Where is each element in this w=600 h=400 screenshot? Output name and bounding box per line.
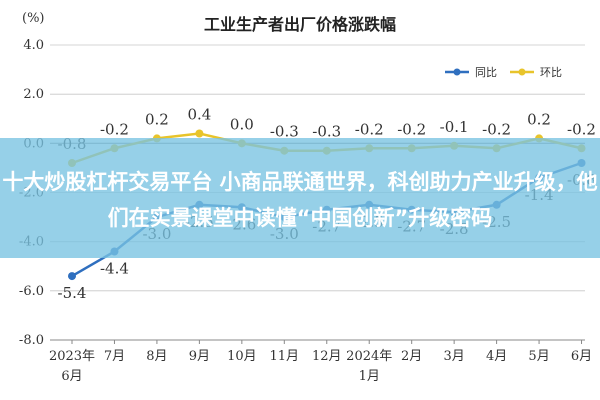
legend-label: 同比 xyxy=(475,66,497,79)
chart-title: 工业生产者出厂价格涨跌幅 xyxy=(204,15,396,34)
data-label: -0.2 xyxy=(482,120,511,138)
x-tick-label: 1月 xyxy=(359,369,380,384)
data-point xyxy=(68,272,76,281)
data-label: 0.2 xyxy=(145,110,169,128)
headline-overlay-text[interactable]: 十大炒股杠杆交易平台 小商品联通世界，科创助力产业升级，他们在实景课堂中读懂“中… xyxy=(2,170,598,230)
y-tick-label: -8.0 xyxy=(19,333,44,348)
legend-label: 环比 xyxy=(540,66,562,79)
data-label: -0.2 xyxy=(567,120,596,138)
y-axis-unit: (%) xyxy=(22,11,45,26)
x-tick-label: 3月 xyxy=(444,349,465,364)
data-label: 0.2 xyxy=(527,110,551,128)
x-tick-label: 11月 xyxy=(270,349,300,364)
data-label: -0.2 xyxy=(100,120,129,138)
x-axis-ticks: 2023年 6月 7月 8月 9月 10月 11月 12月 2024年 1月 2月 3月 4月 5月 6月 xyxy=(49,340,592,384)
data-label: -0.1 xyxy=(440,118,469,136)
legend: 同比 环比 xyxy=(445,66,562,79)
data-label: -0.2 xyxy=(397,120,426,138)
data-label: -0.3 xyxy=(312,123,341,141)
data-label: -0.3 xyxy=(270,123,299,141)
data-label: 0.4 xyxy=(187,106,211,124)
x-tick-label: 8月 xyxy=(146,349,167,364)
x-tick-label: 2023年 xyxy=(49,349,95,364)
x-tick-label: 10月 xyxy=(227,349,257,364)
x-tick-label: 2月 xyxy=(401,349,422,364)
x-tick-label: 12月 xyxy=(312,349,342,364)
data-label: 0.0 xyxy=(230,115,254,133)
data-label: -0.2 xyxy=(355,120,384,138)
x-tick-label: 5月 xyxy=(528,349,549,364)
y-tick-label: 2.0 xyxy=(23,87,44,102)
legend-marker xyxy=(518,68,526,76)
data-label: -5.4 xyxy=(58,284,87,302)
headline-overlay-banner[interactable]: 十大炒股杠杆交易平台 小商品联通世界，科创助力产业升级，他们在实景课堂中读懂“中… xyxy=(0,138,600,258)
x-tick-label: 6月 xyxy=(61,369,82,384)
y-tick-label: 4.0 xyxy=(23,38,44,53)
y-tick-label: -6.0 xyxy=(19,284,44,299)
data-point xyxy=(195,129,204,138)
legend-marker xyxy=(453,68,461,76)
x-tick-label: 6月 xyxy=(571,349,592,364)
x-tick-label: 7月 xyxy=(104,349,125,364)
x-tick-label: 9月 xyxy=(189,349,210,364)
data-label: -4.4 xyxy=(100,260,129,278)
x-tick-label: 4月 xyxy=(486,349,507,364)
x-tick-label: 2024年 xyxy=(346,349,392,364)
